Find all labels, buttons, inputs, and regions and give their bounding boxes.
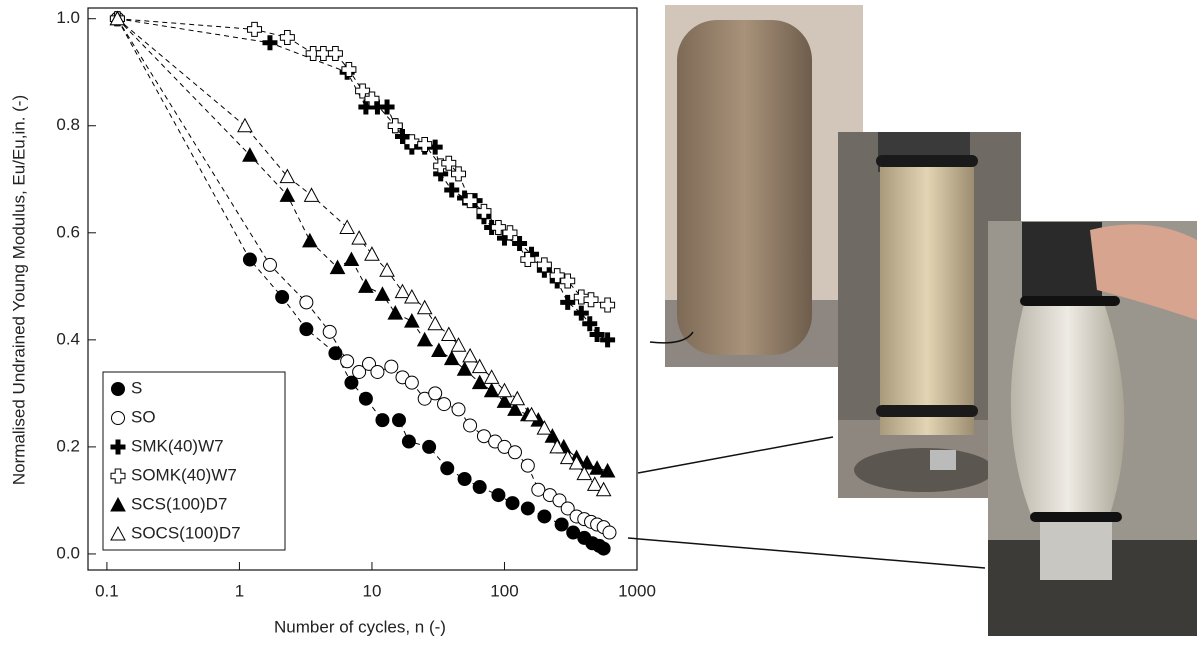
y-tick-label: 1.0	[56, 8, 80, 27]
photo-sample	[665, 5, 863, 367]
legend-label: SOMK(40)W7	[131, 465, 237, 484]
marker	[300, 323, 313, 336]
marker	[423, 440, 436, 453]
marker	[238, 119, 252, 132]
marker	[438, 398, 451, 411]
marker	[405, 314, 419, 327]
marker	[555, 518, 568, 531]
legend-label: S	[131, 378, 142, 397]
marker	[485, 384, 499, 397]
x-tick-label: 10	[362, 581, 381, 600]
marker	[473, 481, 486, 494]
marker	[458, 473, 471, 486]
legend-marker	[112, 383, 125, 396]
marker	[341, 355, 354, 368]
marker	[428, 317, 442, 330]
marker	[418, 301, 432, 314]
x-axis-label: Number of cycles, n (-)	[274, 617, 446, 636]
y-tick-label: 0.4	[56, 329, 80, 348]
y-tick-label: 0.8	[56, 115, 80, 134]
marker	[385, 360, 398, 373]
marker	[344, 253, 358, 266]
marker	[328, 46, 342, 60]
marker	[402, 435, 415, 448]
marker	[473, 376, 487, 389]
connector	[638, 437, 833, 473]
marker	[538, 510, 551, 523]
marker	[375, 287, 389, 300]
legend-label: SOCS(100)D7	[131, 523, 241, 542]
x-tick-label: 100	[490, 581, 518, 600]
marker	[429, 387, 442, 400]
y-tick-label: 0.2	[56, 436, 80, 455]
marker	[441, 462, 454, 475]
x-tick-label: 0.1	[95, 581, 119, 600]
marker	[305, 188, 319, 201]
marker	[532, 483, 545, 496]
marker	[442, 327, 456, 340]
marker	[445, 352, 459, 365]
marker	[597, 542, 610, 555]
marker	[248, 22, 262, 36]
marker	[464, 419, 477, 432]
y-tick-label: 0.0	[56, 543, 80, 562]
marker	[574, 306, 588, 320]
legend-marker	[112, 412, 125, 425]
marker	[300, 296, 313, 309]
marker	[445, 183, 459, 197]
marker	[263, 258, 276, 271]
marker	[340, 220, 354, 233]
marker	[323, 325, 336, 338]
figure: 0.1 1 10 100 1000 0.0 0.2 0.4 0.6 0.8 1.0 S SO SMK(40…	[0, 0, 1197, 645]
marker	[601, 298, 615, 312]
marker	[521, 459, 534, 472]
marker	[561, 295, 575, 309]
marker	[365, 247, 379, 260]
marker	[432, 344, 446, 357]
photo-deformed	[988, 221, 1197, 636]
marker	[280, 170, 294, 183]
marker	[371, 365, 384, 378]
marker	[513, 237, 527, 251]
legend-label: SMK(40)W7	[131, 436, 224, 455]
marker	[243, 253, 256, 266]
marker	[603, 526, 616, 539]
y-tick-label: 0.6	[56, 222, 80, 241]
marker	[380, 100, 394, 114]
marker	[492, 489, 505, 502]
marker	[376, 414, 389, 427]
marker	[506, 497, 519, 510]
marker	[418, 333, 432, 346]
plot: 0.1 1 10 100 1000 0.0 0.2 0.4 0.6 0.8 1.0 S SO SMK(40…	[56, 8, 656, 600]
marker	[276, 291, 289, 304]
marker	[601, 464, 615, 477]
marker	[458, 362, 472, 375]
marker	[388, 306, 402, 319]
marker	[329, 347, 342, 360]
marker	[452, 403, 465, 416]
marker	[280, 30, 294, 44]
y-axis-label: Normalised Undrained Young Modulus, Eu/E…	[9, 95, 28, 485]
marker	[263, 36, 277, 50]
marker	[405, 376, 418, 389]
connector	[628, 538, 985, 568]
legend-label: SCS(100)D7	[131, 494, 227, 513]
x-tick-label: 1	[235, 581, 244, 600]
marker	[393, 414, 406, 427]
marker	[395, 285, 409, 298]
marker	[508, 446, 521, 459]
x-tick-label: 1000	[618, 581, 656, 600]
marker	[303, 234, 317, 247]
marker	[510, 392, 524, 405]
legend-label: SO	[131, 407, 156, 426]
marker	[359, 279, 373, 292]
marker	[359, 392, 372, 405]
marker	[521, 502, 534, 515]
